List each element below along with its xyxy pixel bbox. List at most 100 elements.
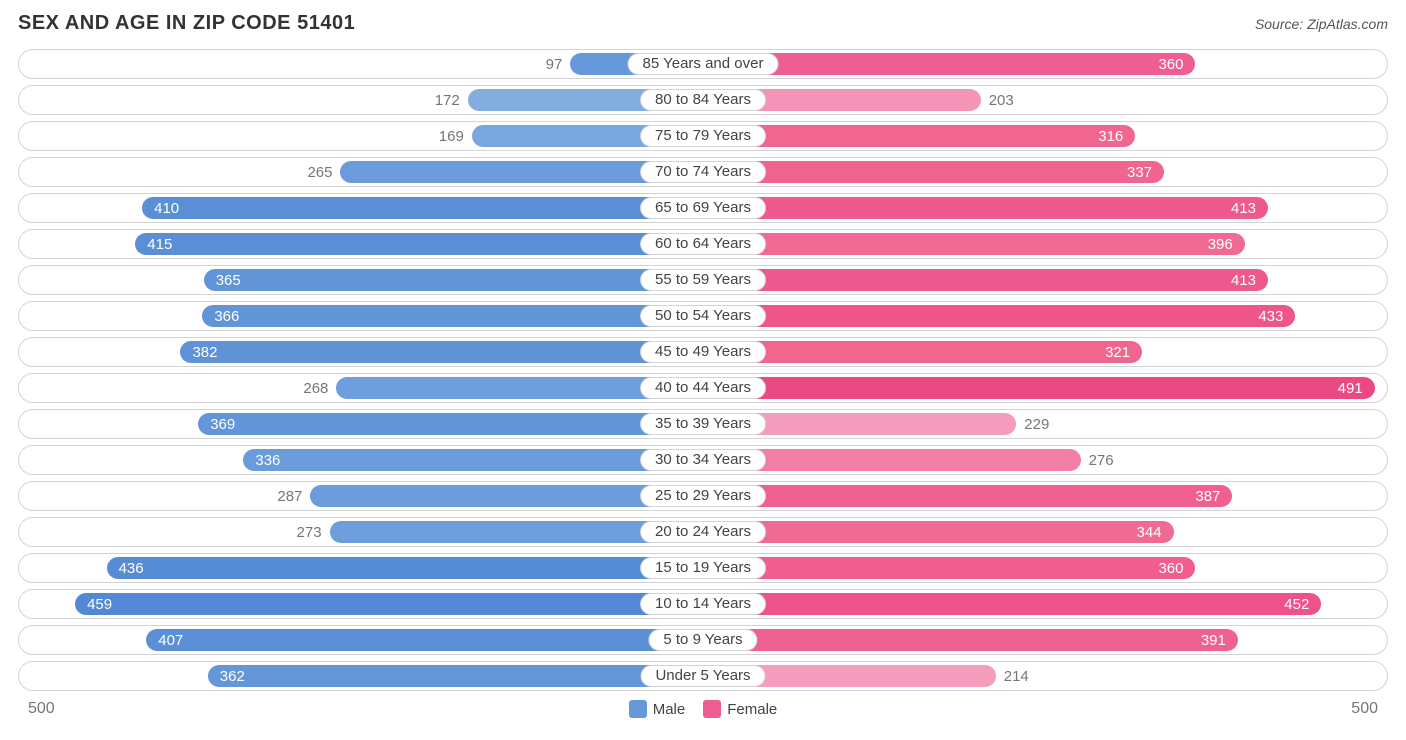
female-half: 391 [703, 626, 1387, 654]
male-bar: 365 [204, 269, 703, 291]
female-value: 491 [1338, 380, 1363, 397]
pyramid-row: 36541355 to 59 Years [18, 265, 1388, 295]
female-value: 391 [1201, 632, 1226, 649]
female-half: 214 [703, 662, 1387, 690]
pyramid-row: 27334420 to 24 Years [18, 517, 1388, 547]
male-value: 436 [119, 560, 144, 577]
legend-male-label: Male [653, 701, 686, 718]
male-half: 365 [19, 266, 703, 294]
female-half: 360 [703, 554, 1387, 582]
female-value: 413 [1231, 200, 1256, 217]
female-value: 214 [996, 668, 1037, 685]
male-value: 410 [154, 200, 179, 217]
female-bar: 321 [703, 341, 1142, 363]
male-bar: 369 [198, 413, 703, 435]
pyramid-row: 366 433 50 to 54 Years [18, 301, 1388, 331]
female-half: 360 [703, 50, 1387, 78]
age-category-label: 15 to 19 Years [640, 557, 766, 579]
age-category-label: 60 to 64 Years [640, 233, 766, 255]
chart-title: SEX AND AGE IN ZIP CODE 51401 [18, 12, 355, 35]
pyramid-row: 16931675 to 79 Years [18, 121, 1388, 151]
male-half: 415 [19, 230, 703, 258]
male-value: 273 [289, 524, 330, 541]
pyramid-row: 97 360 85 Years and over [18, 49, 1388, 79]
male-value: 407 [158, 632, 183, 649]
pyramid-row: 33627630 to 34 Years [18, 445, 1388, 475]
male-value: 365 [216, 272, 241, 289]
male-value: 172 [427, 92, 468, 109]
pyramid-row: 265 33770 to 74 Years [18, 157, 1388, 187]
age-category-label: 30 to 34 Years [640, 449, 766, 471]
female-half: 413 [703, 194, 1387, 222]
age-category-label: 45 to 49 Years [640, 341, 766, 363]
female-half: 321 [703, 338, 1387, 366]
age-category-label: 70 to 74 Years [640, 161, 766, 183]
male-bar: 407 [146, 629, 703, 651]
female-value: 203 [981, 92, 1022, 109]
age-category-label: 65 to 69 Years [640, 197, 766, 219]
female-value: 316 [1098, 128, 1123, 145]
chart-source: Source: ZipAtlas.com [1255, 16, 1388, 32]
female-value: 396 [1208, 236, 1233, 253]
male-value: 369 [210, 416, 235, 433]
male-half: 369 [19, 410, 703, 438]
female-value: 229 [1016, 416, 1057, 433]
female-bar: 391 [703, 629, 1238, 651]
female-value: 360 [1158, 560, 1183, 577]
female-value: 360 [1158, 56, 1183, 73]
male-half: 336 [19, 446, 703, 474]
male-half: 407 [19, 626, 703, 654]
age-category-label: 10 to 14 Years [640, 593, 766, 615]
male-bar: 415 [135, 233, 703, 255]
axis-max-left: 500 [28, 700, 55, 718]
pyramid-row: 436 360 15 to 19 Years [18, 553, 1388, 583]
male-half: 362 [19, 662, 703, 690]
legend-female-label: Female [727, 701, 777, 718]
female-bar: 316 [703, 125, 1135, 147]
male-half: 459 [19, 590, 703, 618]
pyramid-row: 410 413 65 to 69 Years [18, 193, 1388, 223]
female-bar: 396 [703, 233, 1245, 255]
male-value: 366 [214, 308, 239, 325]
male-bar: 436 [107, 557, 703, 579]
female-half: 433 [703, 302, 1387, 330]
female-half: 337 [703, 158, 1387, 186]
male-half: 273 [19, 518, 703, 546]
pyramid-row: 28738725 to 29 Years [18, 481, 1388, 511]
male-half: 410 [19, 194, 703, 222]
female-half: 413 [703, 266, 1387, 294]
female-value: 344 [1137, 524, 1162, 541]
male-value: 265 [299, 164, 340, 181]
axis-max-right: 500 [1351, 700, 1378, 718]
female-value: 433 [1258, 308, 1283, 325]
female-value: 387 [1195, 488, 1220, 505]
female-half: 276 [703, 446, 1387, 474]
female-swatch-icon [703, 700, 721, 718]
male-half: 169 [19, 122, 703, 150]
pyramid-row: 17220380 to 84 Years [18, 85, 1388, 115]
pyramid-row: 415 396 60 to 64 Years [18, 229, 1388, 259]
chart-header: SEX AND AGE IN ZIP CODE 51401 Source: Zi… [18, 12, 1388, 35]
female-half: 491 [703, 374, 1387, 402]
male-value: 287 [269, 488, 310, 505]
female-half: 452 [703, 590, 1387, 618]
age-category-label: 50 to 54 Years [640, 305, 766, 327]
legend-female: Female [703, 700, 777, 718]
male-half: 366 [19, 302, 703, 330]
pyramid-row: 362214Under 5 Years [18, 661, 1388, 691]
female-bar: 344 [703, 521, 1174, 543]
male-value: 459 [87, 596, 112, 613]
legend-male: Male [629, 700, 686, 718]
age-category-label: 85 Years and over [628, 53, 779, 75]
male-half: 97 [19, 50, 703, 78]
male-half: 436 [19, 554, 703, 582]
pyramid-row: 26849140 to 44 Years [18, 373, 1388, 403]
female-half: 396 [703, 230, 1387, 258]
male-bar: 382 [180, 341, 703, 363]
male-value: 268 [295, 380, 336, 397]
female-half: 203 [703, 86, 1387, 114]
female-half: 316 [703, 122, 1387, 150]
male-half: 287 [19, 482, 703, 510]
female-bar: 387 [703, 485, 1232, 507]
age-category-label: 5 to 9 Years [648, 629, 757, 651]
